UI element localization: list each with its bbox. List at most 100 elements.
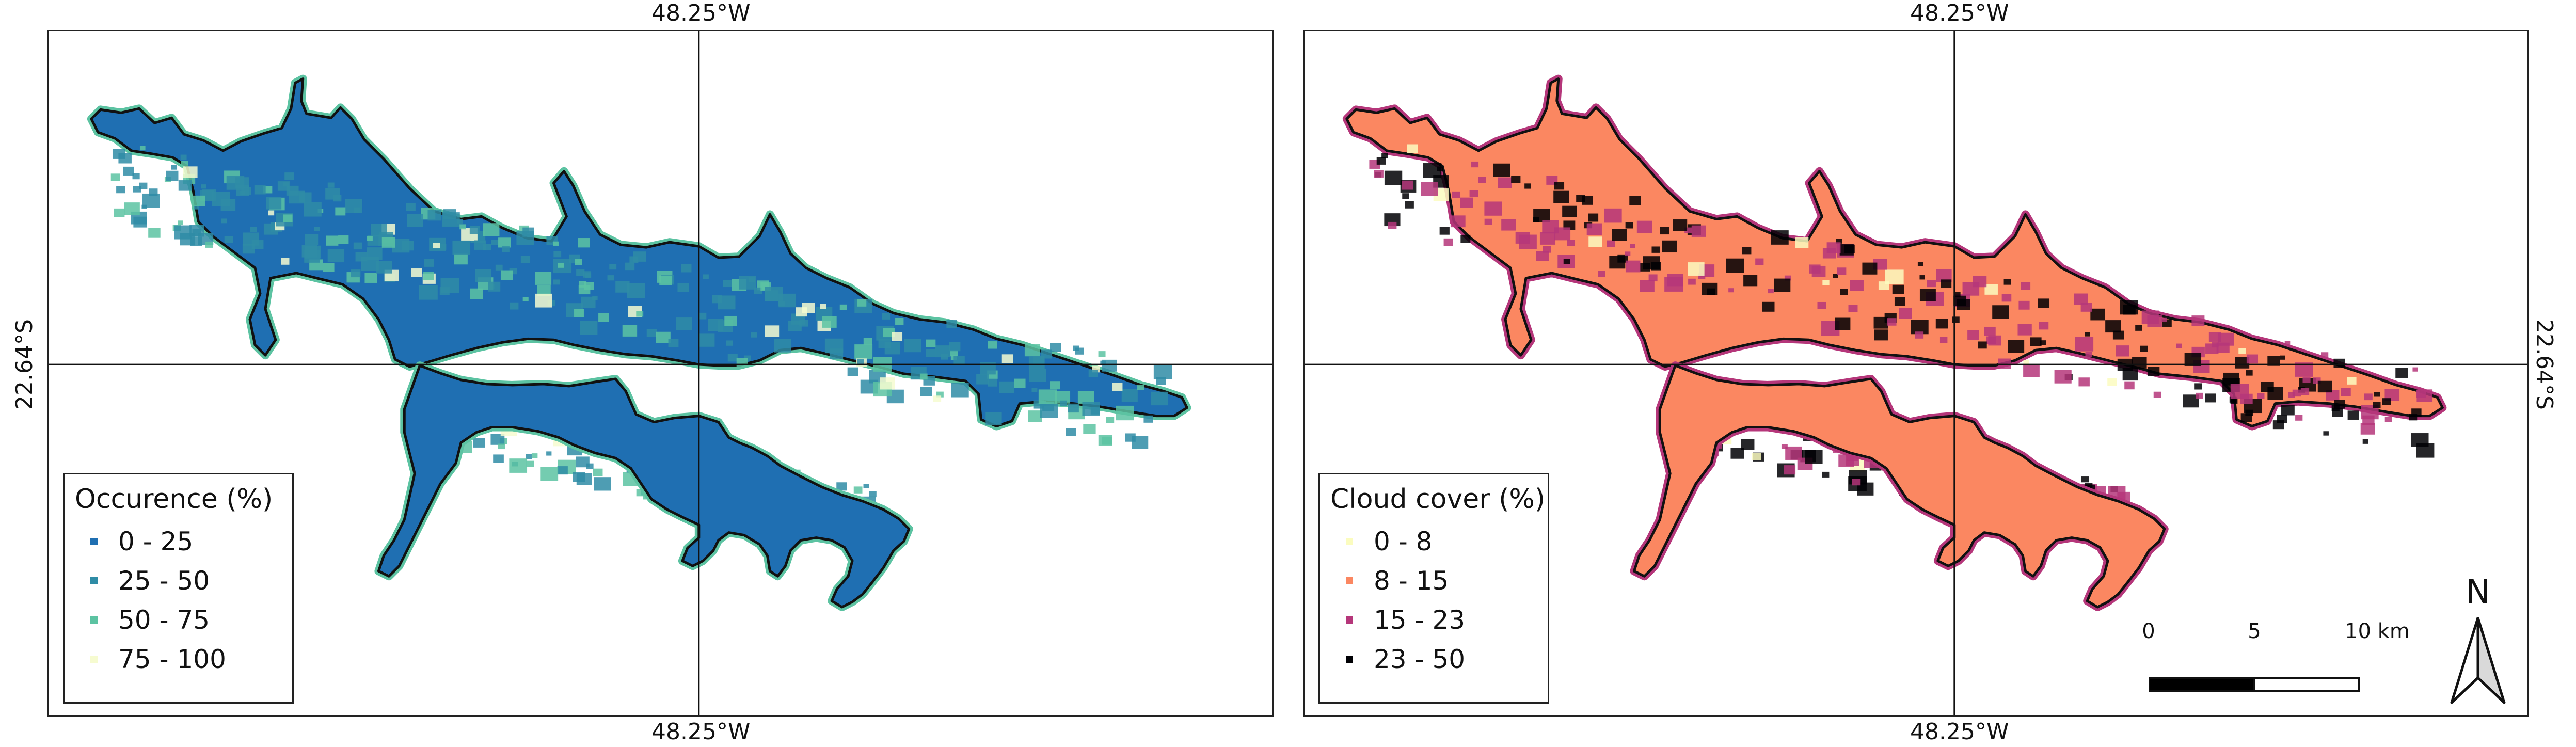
raster-pixel-patch <box>1451 215 1466 228</box>
top-longitude-label-right: 48.25°W <box>1910 0 2009 26</box>
raster-pixel-patch <box>254 185 266 195</box>
raster-pixel-patch <box>1153 364 1172 379</box>
raster-pixel-patch <box>698 333 715 347</box>
raster-pixel-patch <box>1640 263 1650 272</box>
raster-pixel-patch <box>2017 324 2032 336</box>
raster-pixel-patch <box>724 315 737 326</box>
raster-pixel-patch <box>1374 170 1384 178</box>
raster-pixel-patch <box>240 191 245 196</box>
raster-pixel-patch <box>1029 368 1046 382</box>
raster-pixel-patch <box>2347 410 2359 420</box>
raster-pixel-patch <box>124 202 140 215</box>
raster-pixel-patch <box>839 304 847 310</box>
raster-pixel-patch <box>305 234 319 245</box>
raster-pixel-patch <box>946 320 957 328</box>
scale-bar-black-segment <box>2149 677 2255 692</box>
raster-pixel-patch <box>1755 258 1764 265</box>
raster-pixel-patch <box>2409 414 2418 421</box>
raster-pixel-patch <box>133 186 141 193</box>
raster-pixel-patch <box>656 331 671 343</box>
raster-pixel-patch <box>646 328 657 337</box>
raster-pixel-patch <box>1524 183 1531 189</box>
raster-pixel-patch <box>1402 180 1413 190</box>
raster-pixel-patch <box>892 332 903 341</box>
raster-pixel-patch <box>988 379 997 387</box>
raster-pixel-patch <box>1768 289 1774 294</box>
raster-pixel-patch <box>2135 325 2142 331</box>
raster-pixel-patch <box>919 373 928 380</box>
legend-swatch <box>1346 538 1353 545</box>
raster-pixel-patch <box>2205 393 2216 403</box>
raster-pixel-patch <box>950 350 958 357</box>
raster-pixel-patch <box>1702 282 1718 295</box>
raster-pixel-patch <box>1598 271 1605 277</box>
raster-pixel-patch <box>498 443 505 450</box>
raster-pixel-patch <box>1805 450 1823 464</box>
raster-pixel-patch <box>1059 400 1067 406</box>
raster-pixel-patch <box>284 172 294 180</box>
legend-label: 75 - 100 <box>118 644 226 674</box>
raster-pixel-patch <box>1774 278 1791 292</box>
raster-pixel-patch <box>863 338 872 345</box>
legend-label: 0 - 8 <box>1374 527 1433 557</box>
raster-pixel-patch <box>490 434 505 445</box>
raster-pixel-patch <box>178 180 192 191</box>
raster-pixel-patch <box>1967 330 1979 340</box>
raster-pixel-patch <box>1630 244 1635 248</box>
raster-pixel-patch <box>751 332 757 338</box>
raster-pixel-patch <box>1667 274 1683 287</box>
raster-pixel-patch <box>376 261 392 274</box>
raster-pixel-patch <box>326 235 339 246</box>
raster-pixel-patch <box>2217 332 2234 346</box>
north-label: N <box>2466 573 2490 611</box>
raster-pixel-patch <box>2132 357 2147 369</box>
raster-pixel-patch <box>573 472 585 482</box>
raster-pixel-patch <box>1024 344 1040 357</box>
raster-pixel-patch <box>454 253 468 265</box>
raster-pixel-patch <box>847 367 858 376</box>
raster-pixel-patch <box>627 283 645 298</box>
raster-pixel-patch <box>2272 420 2284 430</box>
legend-label: 50 - 75 <box>118 605 210 635</box>
raster-pixel-patch <box>1795 237 1809 248</box>
raster-pixel-patch <box>1919 289 1936 301</box>
raster-pixel-patch <box>1862 262 1878 275</box>
raster-pixel-patch <box>625 262 635 271</box>
raster-pixel-patch <box>1075 347 1084 355</box>
raster-pixel-patch <box>2267 356 2280 366</box>
raster-pixel-patch <box>1151 391 1168 406</box>
raster-pixel-patch <box>586 463 594 469</box>
raster-pixel-patch <box>1988 335 2001 346</box>
raster-pixel-patch <box>304 250 320 263</box>
raster-pixel-patch <box>1874 329 1888 341</box>
raster-pixel-patch <box>201 184 207 189</box>
raster-pixel-patch <box>1952 316 1960 323</box>
raster-pixel-patch <box>836 482 847 491</box>
raster-pixel-patch <box>2124 381 2135 390</box>
raster-pixel-patch <box>2074 293 2088 305</box>
raster-pixel-patch <box>333 195 342 202</box>
raster-pixel-patch <box>502 246 510 252</box>
raster-pixel-patch <box>857 299 867 307</box>
raster-pixel-patch <box>1770 230 1789 245</box>
raster-pixel-patch <box>266 197 282 210</box>
raster-pixel-patch <box>2302 376 2311 384</box>
raster-pixel-patch <box>799 320 808 327</box>
raster-pixel-patch <box>2040 340 2046 345</box>
raster-pixel-patch <box>1082 402 1100 416</box>
raster-pixel-patch <box>580 321 598 335</box>
raster-pixel-patch <box>2295 415 2303 421</box>
raster-pixel-patch <box>1563 259 1570 264</box>
raster-pixel-patch <box>774 339 791 353</box>
raster-pixel-patch <box>1042 402 1055 411</box>
raster-pixel-patch <box>2054 370 2072 384</box>
raster-pixel-patch <box>314 227 320 231</box>
raster-pixel-patch <box>1992 305 2009 319</box>
raster-pixel-patch <box>1781 444 1788 449</box>
occurrence-map <box>49 31 1272 715</box>
raster-pixel-patch <box>1835 317 1851 330</box>
raster-pixel-patch <box>765 287 783 301</box>
raster-pixel-patch <box>1055 391 1071 404</box>
scale-bar-white-segment <box>2253 677 2360 692</box>
raster-pixel-patch <box>1935 319 1948 329</box>
